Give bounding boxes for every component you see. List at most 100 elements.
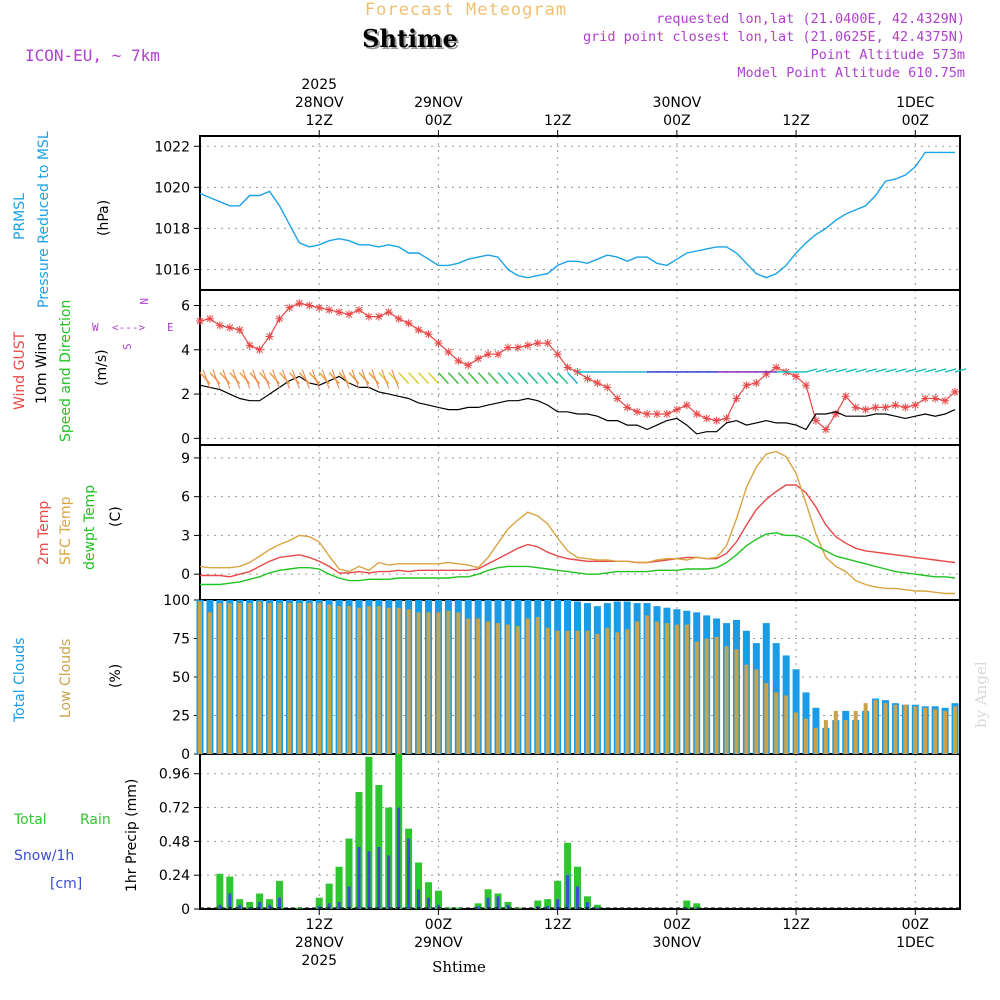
wind-direction-arrow bbox=[288, 372, 300, 385]
low-clouds-bar bbox=[207, 612, 212, 754]
wind-direction-arrow bbox=[398, 372, 410, 385]
compass-west: W bbox=[92, 321, 99, 334]
rain-bar bbox=[434, 890, 442, 909]
wind-gust-marker bbox=[553, 350, 562, 359]
snow-bar bbox=[496, 896, 500, 909]
wind-direction-arrow bbox=[361, 369, 370, 389]
wind-direction-arrow bbox=[934, 368, 947, 373]
wind-direction-arrow bbox=[209, 372, 221, 385]
low-clouds-bar bbox=[247, 603, 252, 754]
wind-direction-arrow bbox=[507, 372, 519, 385]
snow-bar bbox=[327, 903, 331, 909]
snow-bar bbox=[228, 893, 232, 909]
requested-coords: requested lon,lat (21.0400E, 42.4329N) bbox=[656, 11, 965, 27]
app-title: Forecast Meteogram bbox=[365, 0, 567, 20]
snow-bar bbox=[417, 889, 421, 909]
wind-gust-marker bbox=[265, 332, 274, 341]
wind-direction-arrow bbox=[487, 372, 499, 385]
low-clouds-bar bbox=[774, 692, 779, 754]
x-label-top: 12Z bbox=[782, 113, 809, 129]
wind-gust-marker bbox=[523, 341, 532, 350]
point-altitude: Point Altitude 573m bbox=[811, 47, 965, 63]
rain-bar bbox=[593, 904, 601, 909]
wind-gust-marker bbox=[851, 403, 860, 412]
wind-direction-arrow bbox=[467, 372, 479, 385]
wind-direction-arrow bbox=[845, 368, 857, 373]
wind-direction-arrow bbox=[298, 372, 310, 385]
y-tick-label: 9 bbox=[181, 451, 190, 467]
snow-bar bbox=[387, 855, 391, 909]
x-label-top: 1DEC bbox=[896, 95, 935, 111]
rain-bar bbox=[236, 899, 244, 909]
compass-north: N bbox=[137, 298, 150, 305]
low-clouds-bar bbox=[764, 683, 769, 754]
wind-speed-line bbox=[199, 375, 956, 435]
x-label-bottom: 30NOV bbox=[653, 935, 702, 951]
model-point-altitude: Model Point Altitude 610.75m bbox=[737, 65, 965, 81]
wind-direction-arrow bbox=[527, 372, 539, 385]
x-label-bottom: 00Z bbox=[425, 917, 452, 933]
wind-gust-marker bbox=[921, 394, 930, 403]
low-clouds-bar bbox=[933, 709, 938, 754]
low-clouds-bar bbox=[307, 603, 312, 754]
wind-direction-arrow bbox=[291, 369, 300, 389]
low-clouds-bar bbox=[635, 621, 640, 754]
pressure-label: PRMSL bbox=[12, 193, 28, 240]
x-label-top: 00Z bbox=[902, 113, 929, 129]
wind-gust-marker bbox=[633, 407, 642, 416]
wind-gust-marker bbox=[255, 345, 264, 354]
low-clouds-bar bbox=[923, 707, 928, 754]
low-clouds-bar bbox=[605, 627, 610, 754]
wind-gust-marker bbox=[394, 314, 403, 323]
x-label-top: 12Z bbox=[544, 113, 571, 129]
wind-gust-marker bbox=[414, 325, 423, 334]
panel-frame bbox=[199, 289, 961, 446]
low-clouds-bar bbox=[347, 606, 352, 754]
wind-direction-arrow bbox=[391, 369, 400, 389]
low-clouds-bar bbox=[704, 638, 709, 754]
wind-gust-marker bbox=[285, 303, 294, 312]
snow-bar bbox=[576, 886, 580, 909]
low-clouds-bar bbox=[476, 618, 481, 754]
rain-bar bbox=[216, 873, 224, 909]
wind-gust-marker bbox=[305, 301, 314, 310]
low-clouds-bar bbox=[267, 603, 272, 754]
low-clouds-bar bbox=[813, 727, 818, 754]
wind-direction-arrow bbox=[954, 368, 967, 373]
low-clouds-bar bbox=[376, 606, 381, 754]
grid-point-coords: grid point closest lon,lat (21.0625E, 42… bbox=[583, 29, 965, 45]
snow-bar bbox=[337, 901, 341, 909]
total-rain-label: Total bbox=[13, 812, 47, 828]
snow-bar bbox=[546, 906, 550, 909]
low-clouds-bar bbox=[754, 669, 759, 754]
wind-direction-arrow bbox=[272, 369, 281, 389]
panel-temperature bbox=[194, 444, 961, 601]
x-label-bottom: 29NOV bbox=[414, 935, 463, 951]
rain-bar bbox=[365, 756, 373, 909]
wind-gust-marker bbox=[384, 308, 393, 317]
wind-direction-arrow bbox=[805, 368, 818, 373]
x-label-top: 28NOV bbox=[295, 95, 344, 111]
panel-frame bbox=[199, 444, 961, 601]
wind-gust-marker bbox=[245, 341, 254, 350]
precip-unit-label: 1hr Precip (mm) bbox=[124, 779, 140, 892]
low-clouds-bar bbox=[823, 720, 828, 754]
x-label-bottom: 28NOV bbox=[295, 935, 344, 951]
wind-direction-arrow bbox=[328, 372, 340, 385]
x-label-top: 2025 bbox=[301, 77, 337, 93]
snow-bar bbox=[238, 904, 242, 909]
clouds-unit-label: (%) bbox=[108, 664, 124, 688]
low-clouds-bar bbox=[843, 720, 848, 754]
wind-direction-arrow bbox=[381, 369, 390, 389]
credit-watermark: by Angel bbox=[972, 661, 990, 728]
wind-gust-marker bbox=[811, 416, 820, 425]
x-label-bottom: 00Z bbox=[902, 917, 929, 933]
wind-gust-marker bbox=[235, 325, 244, 334]
wind-gust-marker bbox=[225, 323, 234, 332]
low-clouds-bar bbox=[684, 624, 689, 754]
low-clouds-bar bbox=[496, 623, 501, 754]
wind-direction-arrow bbox=[212, 369, 221, 389]
y-tick-label: 4 bbox=[181, 343, 190, 359]
snow-bar bbox=[476, 906, 480, 909]
